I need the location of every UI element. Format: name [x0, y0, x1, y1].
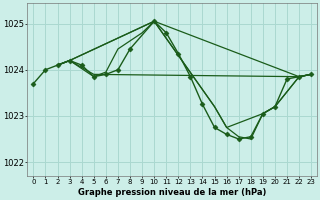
- X-axis label: Graphe pression niveau de la mer (hPa): Graphe pression niveau de la mer (hPa): [78, 188, 267, 197]
